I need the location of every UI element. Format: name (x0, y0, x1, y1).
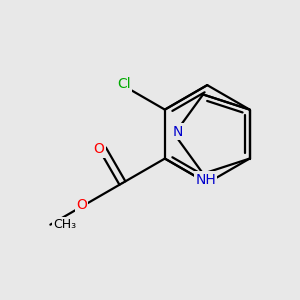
Text: O: O (94, 142, 104, 156)
Text: O: O (76, 198, 87, 212)
Text: CH₃: CH₃ (53, 218, 76, 231)
Text: N: N (173, 124, 183, 139)
Text: NH: NH (195, 172, 216, 187)
Text: Cl: Cl (117, 77, 130, 91)
